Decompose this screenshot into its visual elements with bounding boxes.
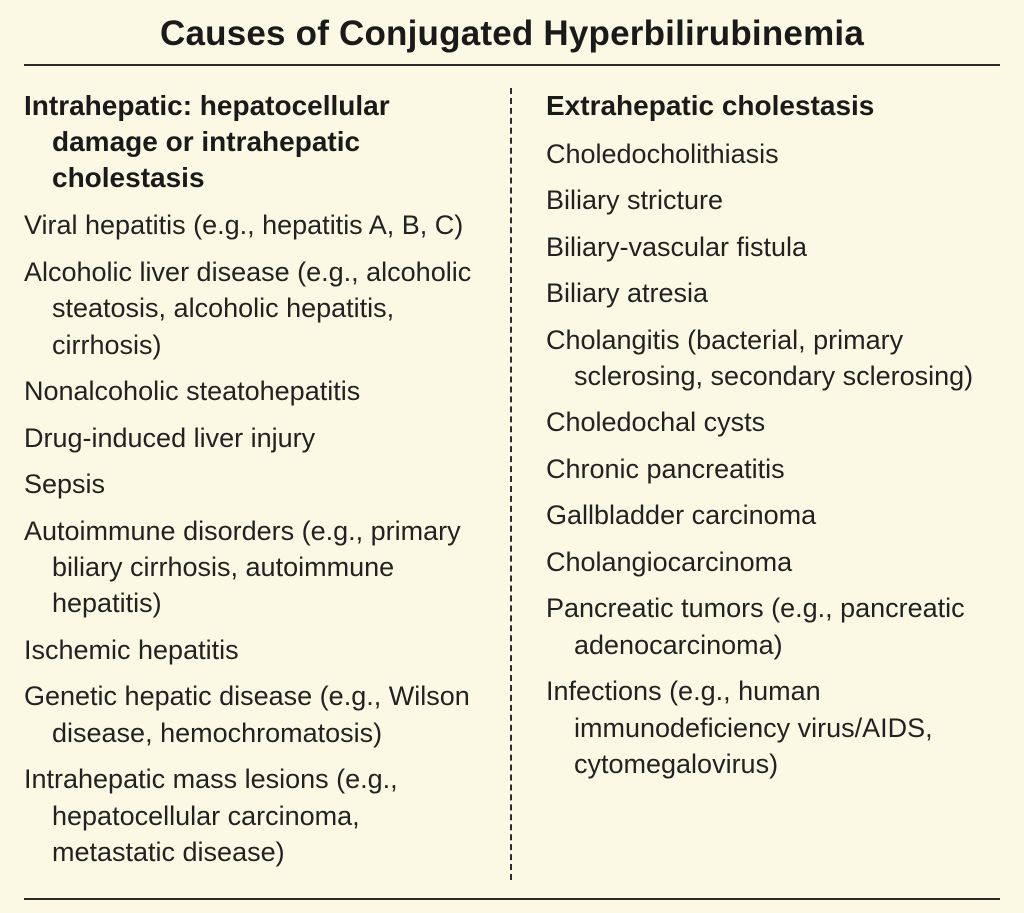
list-item: Choledocholithiasis [546, 136, 1000, 172]
list-item: Sepsis [24, 466, 486, 502]
list-item: Choledochal cysts [546, 404, 1000, 440]
list-item: Ischemic hepatitis [24, 632, 486, 668]
title-container: Causes of Conjugated Hyperbilirubinemia [24, 0, 1000, 64]
column-extrahepatic: Extrahepatic cholestasis Choledocholithi… [512, 88, 1000, 880]
columns-container: Intrahepatic: hepatocellular damage or i… [24, 66, 1000, 898]
list-item: Biliary stricture [546, 182, 1000, 218]
list-item: Viral hepatitis (e.g., hepatitis A, B, C… [24, 207, 486, 243]
column-intrahepatic: Intrahepatic: hepatocellular damage or i… [24, 88, 512, 880]
list-item: Cholangitis (bacterial, primary sclerosi… [546, 322, 1000, 395]
list-item: Intrahepatic mass lesions (e.g., hepatoc… [24, 761, 486, 870]
list-item: Genetic hepatic disease (e.g., Wilson di… [24, 678, 486, 751]
list-item: Autoimmune disorders (e.g., primary bili… [24, 513, 486, 622]
list-item: Biliary-vascular fistula [546, 229, 1000, 265]
list-item: Nonalcoholic steatohepatitis [24, 373, 486, 409]
list-item: Biliary atresia [546, 275, 1000, 311]
heading-extrahepatic: Extrahepatic cholestasis [546, 88, 1000, 124]
rule-bottom [24, 898, 1000, 900]
list-item: Chronic pancreatitis [546, 451, 1000, 487]
list-item: Alcoholic liver disease (e.g., alcoholic… [24, 254, 486, 363]
list-item: Cholangiocarcinoma [546, 544, 1000, 580]
page-title: Causes of Conjugated Hyperbilirubinemia [160, 14, 864, 53]
list-item: Infections (e.g., human immunodeficiency… [546, 673, 1000, 782]
list-item: Drug-induced liver injury [24, 420, 486, 456]
list-item: Pancreatic tumors (e.g., pancreatic aden… [546, 590, 1000, 663]
heading-intrahepatic: Intrahepatic: hepatocellular damage or i… [24, 88, 486, 195]
list-item: Gallbladder carcinoma [546, 497, 1000, 533]
